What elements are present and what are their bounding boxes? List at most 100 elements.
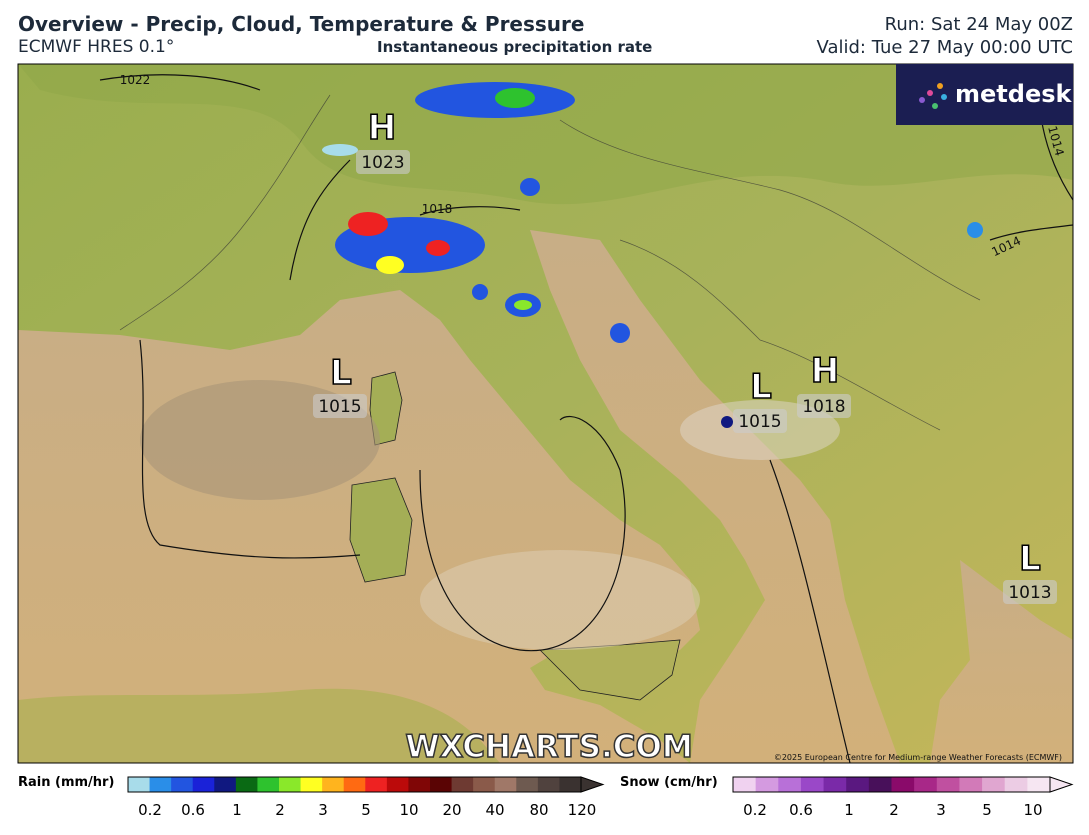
legend-frame xyxy=(732,776,1051,793)
pressure-symbol: L xyxy=(330,353,352,393)
precip xyxy=(322,82,983,428)
sea xyxy=(930,560,1073,763)
legend-swatch xyxy=(891,777,915,792)
legend-swatch xyxy=(800,777,825,792)
legend-tick-label: 40 xyxy=(485,801,504,819)
legend-swatch xyxy=(257,777,280,792)
legend-tick-label: 0.6 xyxy=(181,801,205,819)
legend-tick-label: 0.6 xyxy=(789,801,813,819)
legend-tick-label: 2 xyxy=(275,801,285,819)
legend-swatch xyxy=(128,777,151,792)
legend-arrow xyxy=(1049,776,1074,793)
legend-tick-label: 80 xyxy=(529,801,548,819)
legend-swatch xyxy=(868,777,892,792)
pressure-symbol: H xyxy=(368,108,396,148)
legend-swatch xyxy=(914,777,938,792)
legend-swatch xyxy=(279,777,302,792)
legend-tick-label: 10 xyxy=(399,801,418,819)
pressure-symbol: L xyxy=(1019,539,1041,579)
legend-tick-label: 20 xyxy=(442,801,461,819)
legend-tick-label: 10 xyxy=(1023,801,1042,819)
pressure-label-bg xyxy=(1003,580,1057,604)
copyright: ©2025 European Centre for Medium-range W… xyxy=(774,753,1062,762)
legend-swatch xyxy=(451,777,474,792)
watermark: WXCHARTS.COM xyxy=(405,729,692,765)
legend-swatch xyxy=(823,777,847,792)
legend-title: Rain (mm/hr) xyxy=(18,775,115,790)
pressure-label-bg xyxy=(356,150,410,174)
legend-swatch xyxy=(235,777,258,792)
pressure-label-bg xyxy=(733,409,787,433)
legend-tick-label: 1 xyxy=(232,801,242,819)
legend-tick-label: 5 xyxy=(361,801,371,819)
island xyxy=(539,639,681,701)
isobar-label: 1014 xyxy=(1045,124,1066,157)
legend-swatch xyxy=(430,777,453,792)
pressure-value: 1023 xyxy=(361,153,404,173)
legend-swatch xyxy=(473,777,496,792)
legend-tick-label: 1 xyxy=(844,801,854,819)
cloud xyxy=(140,380,380,500)
pressure-value: 1015 xyxy=(738,412,781,432)
pressure-label-bg xyxy=(313,394,367,418)
logo-text: metdesk xyxy=(955,80,1073,108)
legend-swatch xyxy=(959,777,983,792)
legend-arrow xyxy=(580,776,605,793)
subtitle: Instantaneous precipitation rate xyxy=(377,38,653,56)
sea xyxy=(18,290,700,763)
legend-swatch xyxy=(192,777,215,792)
logo-icon xyxy=(919,83,947,109)
legend-swatch xyxy=(559,777,582,792)
valid-time: Valid: Tue 27 May 00:00 UTC xyxy=(816,37,1073,58)
pressure-value: 1015 xyxy=(318,397,361,417)
legend-swatch xyxy=(733,777,757,792)
land-shade xyxy=(18,64,1073,205)
legend-tick-label: 0.2 xyxy=(743,801,767,819)
legend-tick-label: 0.2 xyxy=(138,801,162,819)
land xyxy=(18,64,1073,763)
pressure-symbol: L xyxy=(750,367,772,407)
logo-box xyxy=(896,64,1073,125)
legend-tick-label: 3 xyxy=(936,801,946,819)
model-name: ECMWF HRES 0.1° xyxy=(18,37,175,57)
legend-swatch xyxy=(343,777,366,792)
legend-tick-label: 5 xyxy=(982,801,992,819)
legend-swatch xyxy=(1027,777,1051,792)
pressure-value: 1013 xyxy=(1008,583,1051,603)
legend-swatch xyxy=(982,777,1006,792)
isobar-label: 1018 xyxy=(422,202,453,216)
isobar-label: 1014 xyxy=(990,234,1024,260)
legend-swatch xyxy=(386,777,409,792)
legend-swatch xyxy=(494,777,517,792)
cloud xyxy=(680,400,840,460)
legend-title: Snow (cm/hr) xyxy=(620,775,718,790)
legend-swatch xyxy=(755,777,779,792)
sea xyxy=(530,230,900,763)
legend-swatch xyxy=(778,777,802,792)
legend-swatch xyxy=(408,777,431,792)
legend-tick-label: 2 xyxy=(889,801,899,819)
legend-swatch xyxy=(300,777,323,792)
legend-swatch xyxy=(537,777,560,792)
legend-swatch xyxy=(171,777,194,792)
isobar-label: 1022 xyxy=(120,73,151,87)
title: Overview - Precip, Cloud, Temperature & … xyxy=(18,12,585,36)
legend-swatch xyxy=(846,777,870,792)
legend-tick-label: 120 xyxy=(568,801,597,819)
run-time: Run: Sat 24 May 00Z xyxy=(884,14,1073,35)
island xyxy=(369,371,403,446)
island xyxy=(349,477,413,583)
land xyxy=(18,688,500,763)
map-area xyxy=(18,64,1073,763)
cloud xyxy=(420,550,700,650)
legend-tick-label: 3 xyxy=(318,801,328,819)
legend-frame xyxy=(127,776,582,793)
legend-swatch xyxy=(516,777,539,792)
legend-swatch xyxy=(322,777,345,792)
legend-swatch xyxy=(214,777,237,792)
pressure-value: 1018 xyxy=(802,397,845,417)
map-frame xyxy=(17,63,1074,764)
legend-swatch xyxy=(149,777,172,792)
